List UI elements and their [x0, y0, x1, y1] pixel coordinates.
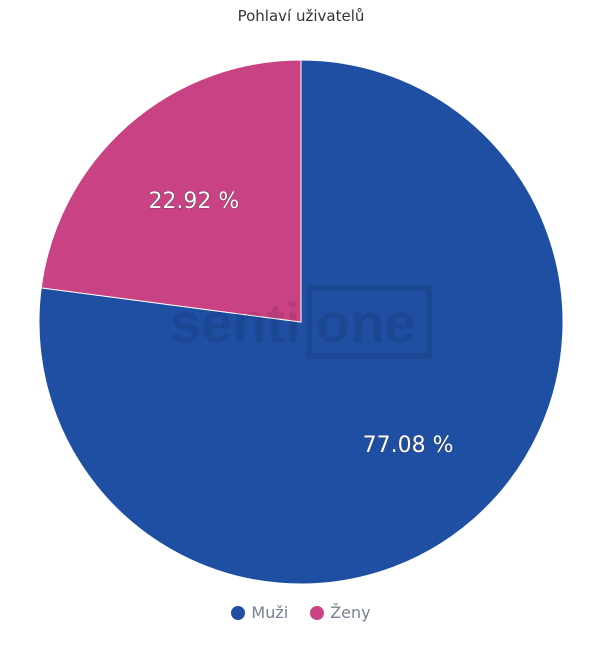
watermark-logo: senti one — [170, 285, 432, 359]
legend-marker — [310, 605, 325, 620]
svg-text:one: one — [316, 291, 416, 354]
legend-item-1[interactable]: Ženy — [310, 603, 371, 622]
legend-label: Ženy — [330, 603, 371, 622]
pie-slice-1[interactable] — [40, 59, 302, 323]
legend-marker — [231, 605, 246, 620]
legend-item-0[interactable]: Muži — [231, 603, 288, 622]
chart-title: Pohlaví uživatelů — [237, 7, 365, 25]
svg-text:senti: senti — [170, 291, 301, 354]
data-label-1: 22.92 % — [148, 189, 239, 214]
data-label-0: 77.08 % — [363, 433, 454, 458]
pie-chart: senti one 77.08 % 22.92 % — [38, 59, 564, 585]
legend-label: Muži — [251, 603, 289, 622]
legend: Muži Ženy — [0, 603, 602, 622]
